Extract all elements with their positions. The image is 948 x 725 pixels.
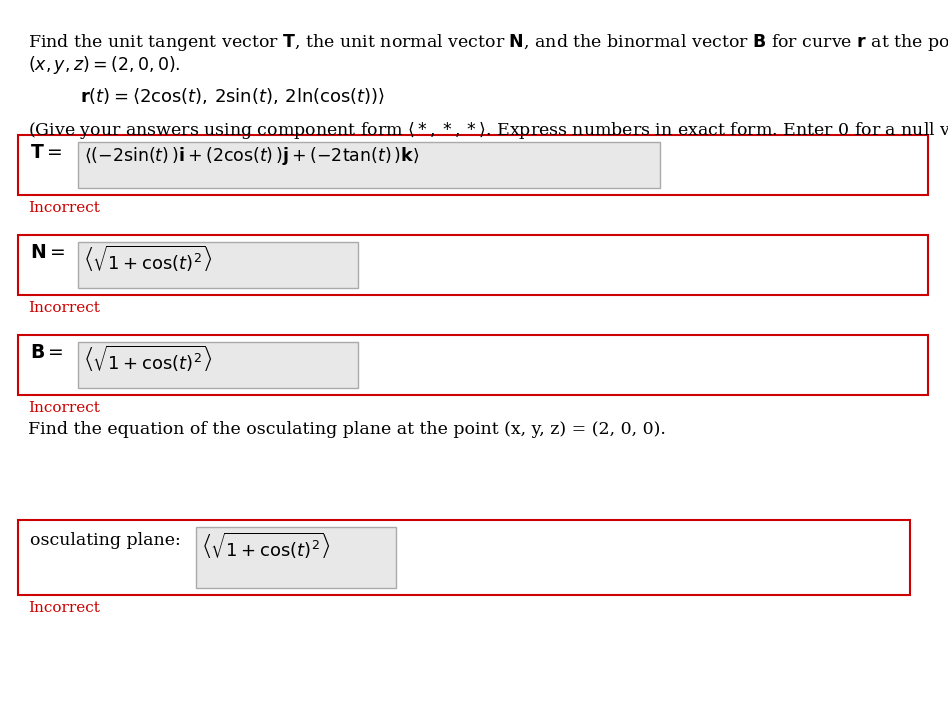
FancyBboxPatch shape — [196, 527, 396, 588]
FancyBboxPatch shape — [18, 135, 928, 195]
Text: $\mathbf{B} =$: $\mathbf{B} =$ — [30, 343, 64, 362]
Text: Incorrect: Incorrect — [28, 301, 100, 315]
Text: $\left\langle\sqrt{1+\cos(t)^2}\right\rangle$: $\left\langle\sqrt{1+\cos(t)^2}\right\ra… — [202, 531, 331, 561]
FancyBboxPatch shape — [78, 342, 358, 388]
FancyBboxPatch shape — [78, 142, 660, 188]
Text: $\mathbf{r}(t) = \langle 2\cos(t),\, 2\sin(t),\, 2\ln(\cos(t))\rangle$: $\mathbf{r}(t) = \langle 2\cos(t),\, 2\s… — [80, 87, 385, 106]
FancyBboxPatch shape — [18, 520, 910, 595]
FancyBboxPatch shape — [18, 235, 928, 295]
Text: Incorrect: Incorrect — [28, 401, 100, 415]
Text: (Give your answers using component form $\langle *, *, * \rangle$. Express numbe: (Give your answers using component form … — [28, 120, 948, 141]
FancyBboxPatch shape — [18, 335, 928, 395]
Text: $\langle (-2\sin(t)\,)\mathbf{i} + (2\cos(t)\,)\mathbf{j} + (-2\tan(t)\,)\mathbf: $\langle (-2\sin(t)\,)\mathbf{i} + (2\co… — [84, 145, 419, 167]
Text: Incorrect: Incorrect — [28, 201, 100, 215]
Text: $\left\langle\sqrt{1+\cos(t)^2}\right\rangle$: $\left\langle\sqrt{1+\cos(t)^2}\right\ra… — [84, 244, 213, 274]
Text: $(x, y, z) = (2, 0, 0).$: $(x, y, z) = (2, 0, 0).$ — [28, 54, 180, 76]
Text: Find the equation of the osculating plane at the point (x, y, z) = (2, 0, 0).: Find the equation of the osculating plan… — [28, 421, 665, 438]
Text: $\mathbf{T} =$: $\mathbf{T} =$ — [30, 143, 63, 162]
Text: Find the unit tangent vector $\mathbf{T}$, the unit normal vector $\mathbf{N}$, : Find the unit tangent vector $\mathbf{T}… — [28, 32, 948, 53]
Text: osculating plane:: osculating plane: — [30, 532, 181, 549]
FancyBboxPatch shape — [78, 242, 358, 288]
Text: Incorrect: Incorrect — [28, 601, 100, 615]
Text: $\left\langle\sqrt{1+\cos(t)^2}\right\rangle$: $\left\langle\sqrt{1+\cos(t)^2}\right\ra… — [84, 344, 213, 374]
Text: $\mathbf{N} =$: $\mathbf{N} =$ — [30, 243, 65, 262]
